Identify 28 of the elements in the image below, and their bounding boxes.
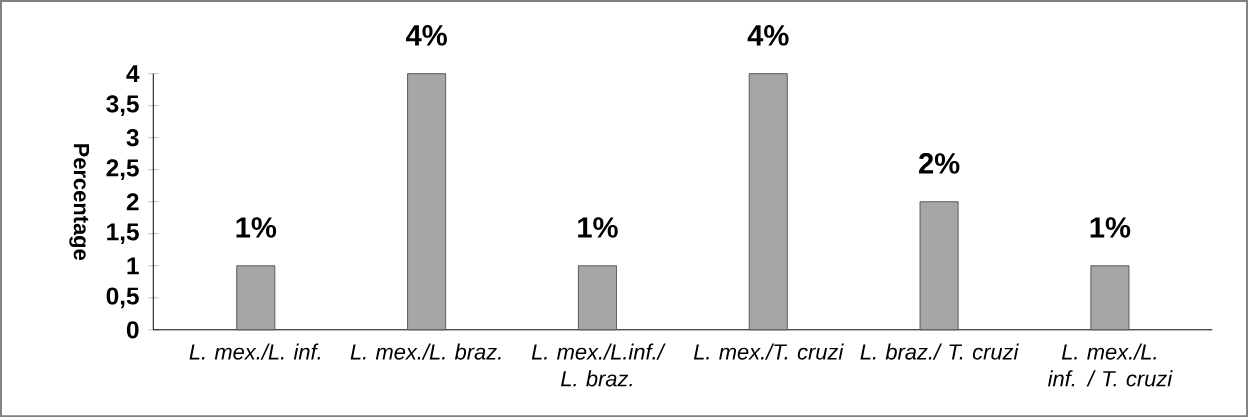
data-label: 1% <box>578 217 618 238</box>
y-tick-label: 0 <box>126 321 139 339</box>
y-tick-label: 2 <box>126 193 139 211</box>
x-tick-label: L. mex./L. inf. / T. cruzi <box>1047 343 1173 387</box>
bar <box>919 201 959 331</box>
data-label: 1% <box>236 217 277 238</box>
data-label: 1% <box>1090 217 1131 238</box>
bar <box>577 265 617 331</box>
y-tick-label: 3,5 <box>106 95 139 116</box>
bar <box>1090 265 1130 331</box>
y-tick-label: 1,5 <box>107 223 139 244</box>
y-axis-title: Percentage <box>69 144 89 260</box>
bar <box>748 73 788 331</box>
x-tick-label: L. mex./L. inf. <box>189 343 321 360</box>
data-label: 4% <box>405 24 447 46</box>
y-tick-label: 3 <box>126 128 139 147</box>
x-tick-label: L. braz./ T. cruzi <box>860 343 1019 360</box>
x-tick-label: L. mex./L. braz. <box>350 343 501 360</box>
bar <box>407 73 447 331</box>
bar <box>236 265 276 331</box>
y-tick-label: 1 <box>127 257 139 274</box>
x-tick-label: L. mex./L.inf./ L. braz. <box>531 343 666 387</box>
y-tick-label: 4 <box>126 65 140 82</box>
y-tick-label: 2,5 <box>106 159 139 180</box>
y-tick-label: 0,5 <box>106 287 139 309</box>
data-label: 4% <box>747 24 789 46</box>
x-tick-label: L. mex./T. cruzi <box>693 343 844 360</box>
data-label: 2% <box>919 152 960 174</box>
